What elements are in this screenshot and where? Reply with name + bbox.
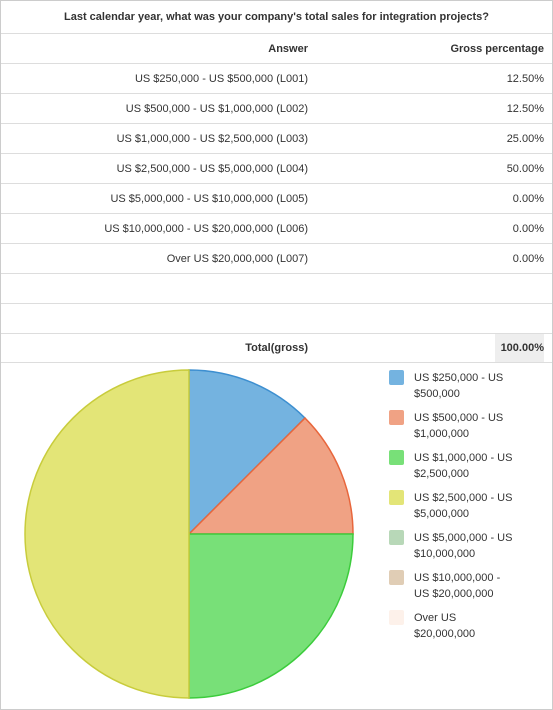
empty-row <box>1 274 552 304</box>
table-row: US $2,500,000 - US $5,000,000 (L004) 50.0… <box>1 154 552 184</box>
legend-swatch <box>389 490 404 505</box>
answer: US $1,000,000 - US $2,500,000 (L003) <box>116 132 308 145</box>
header-row: Answer Gross percentage <box>1 34 552 64</box>
percentage: 12.50% <box>506 102 544 115</box>
legend-swatch <box>389 530 404 545</box>
empty-row <box>1 304 552 334</box>
legend-swatch <box>389 370 404 385</box>
percentage: 12.50% <box>506 72 544 85</box>
table-row: Over US $20,000,000 (L007) 0.00% <box>1 244 552 274</box>
answer: Over US $20,000,000 (L007) <box>166 252 308 265</box>
percentage: 0.00% <box>512 252 544 265</box>
title: Last calendar year, what was your compan… <box>63 11 490 23</box>
answer: US $2,500,000 - US $5,000,000 (L004) <box>116 162 308 175</box>
table-row: US $500,000 - US $1,000,000 (L002) 12.50% <box>1 94 552 124</box>
legend-swatch <box>389 570 404 585</box>
header-answer: Answer <box>268 42 308 55</box>
legend-swatch <box>389 610 404 625</box>
pie-slice <box>188 533 354 699</box>
legend-label: US $10,000,000 - US $20,000,000 <box>414 572 501 600</box>
percentage: 0.00% <box>512 192 544 205</box>
answer: US $250,000 - US $500,000 (L001) <box>134 72 308 85</box>
legend-label: Over US $20,000,000 <box>414 612 476 640</box>
pie-slice <box>187 416 354 535</box>
table-row: US $10,000,000 - US $20,000,000 (L006) 0.… <box>1 214 552 244</box>
total-row: Total(gross) 100.00% <box>1 334 552 363</box>
legend-label: US $250,000 - US $500,000 <box>414 372 504 400</box>
answer: US $10,000,000 - US $20,000,000 (L006) <box>104 222 308 235</box>
legend-swatch <box>389 410 404 425</box>
legend-item: US $250,000 - US $500,000 <box>389 370 539 406</box>
total-value: 100.00% <box>494 334 544 362</box>
percentage: 25.00% <box>506 132 544 145</box>
legend-label: US $2,500,000 - US $5,000,000 <box>414 492 513 520</box>
percentage: 50.00% <box>506 162 544 175</box>
legend-item: US $500,000 - US $1,000,000 <box>389 410 539 446</box>
legend-label: US $1,000,000 - US $2,500,000 <box>414 452 513 480</box>
legend-item: US $5,000,000 - US $10,000,000 <box>389 530 539 566</box>
legend-item: US $10,000,000 - US $20,000,000 <box>389 570 539 606</box>
total-label: Total(gross) <box>245 342 308 354</box>
table-row: US $5,000,000 - US $10,000,000 (L005) 0.0… <box>1 184 552 214</box>
answer: US $5,000,000 - US $10,000,000 (L005) <box>110 192 308 205</box>
percentage: 0.00% <box>512 222 544 235</box>
header-percentage: Gross percentage <box>450 42 544 55</box>
pie-slice <box>188 369 307 536</box>
answer: US $500,000 - US $1,000,000 (L002) <box>125 102 308 115</box>
legend-swatch <box>389 450 404 465</box>
legend-item: US $2,500,000 - US $5,000,000 <box>389 490 539 526</box>
table-row: US $250,000 - US $500,000 (L001) 12.50% <box>1 64 552 94</box>
legend-item: US $1,000,000 - US $2,500,000 <box>389 450 539 486</box>
pie-chart <box>24 369 354 699</box>
title-row: Last calendar year, what was your compan… <box>1 1 552 34</box>
table-row: US $1,000,000 - US $2,500,000 (L003) 25.0… <box>1 124 552 154</box>
legend-item: Over US $20,000,000 <box>389 610 539 646</box>
pie-slice <box>24 369 190 699</box>
legend-label: US $500,000 - US $1,000,000 <box>414 412 504 440</box>
legend-label: US $5,000,000 - US $10,000,000 <box>414 532 513 560</box>
